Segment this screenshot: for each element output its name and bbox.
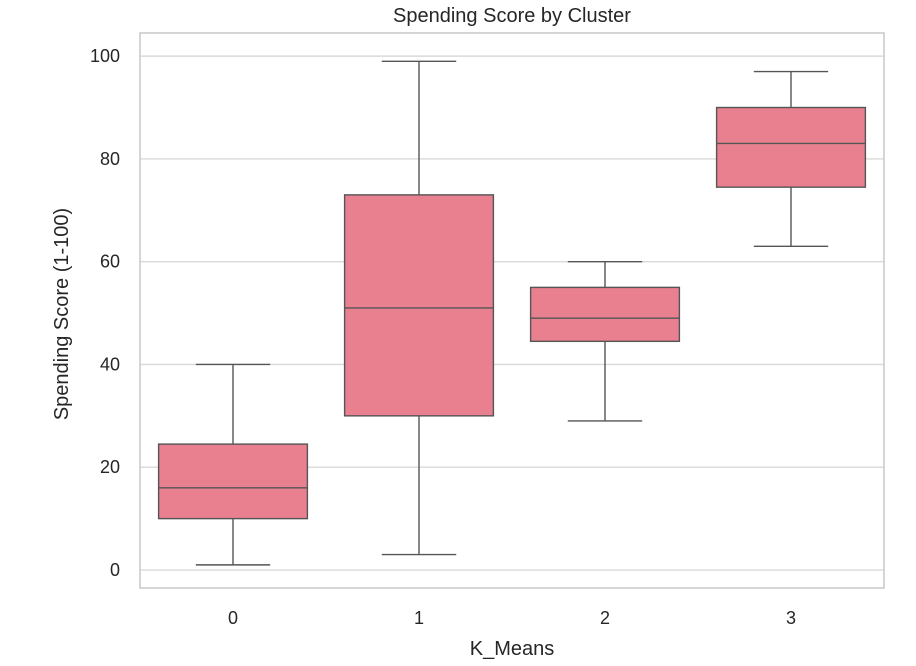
y-axis-label: Spending Score (1-100) [51, 208, 73, 420]
x-tick-label: 3 [786, 608, 796, 628]
chart-title: Spending Score by Cluster [393, 5, 631, 27]
x-tick-labels: 0 1 2 3 [228, 608, 796, 628]
y-tick-label: 0 [110, 560, 120, 580]
box-cluster-3 [715, 70, 867, 247]
iqr-box [715, 106, 867, 188]
x-tick-label: 1 [414, 608, 424, 628]
boxes [157, 60, 867, 566]
iqr-box [343, 194, 495, 417]
y-tick-label: 60 [100, 252, 120, 272]
iqr-box [529, 286, 681, 343]
x-tick-label: 2 [600, 608, 610, 628]
y-tick-label: 80 [100, 149, 120, 169]
y-tick-label: 20 [100, 457, 120, 477]
x-tick-label: 0 [228, 608, 238, 628]
y-tick-labels: 0 20 40 60 80 100 [90, 46, 120, 580]
box-cluster-1 [343, 60, 495, 556]
iqr-box [157, 443, 309, 520]
box-cluster-2 [529, 260, 681, 422]
x-axis-label: K_Means [470, 638, 555, 660]
box-cluster-0 [157, 363, 309, 566]
plot-frame [139, 32, 885, 589]
y-tick-label: 40 [100, 354, 120, 374]
y-tick-label: 100 [90, 46, 120, 66]
